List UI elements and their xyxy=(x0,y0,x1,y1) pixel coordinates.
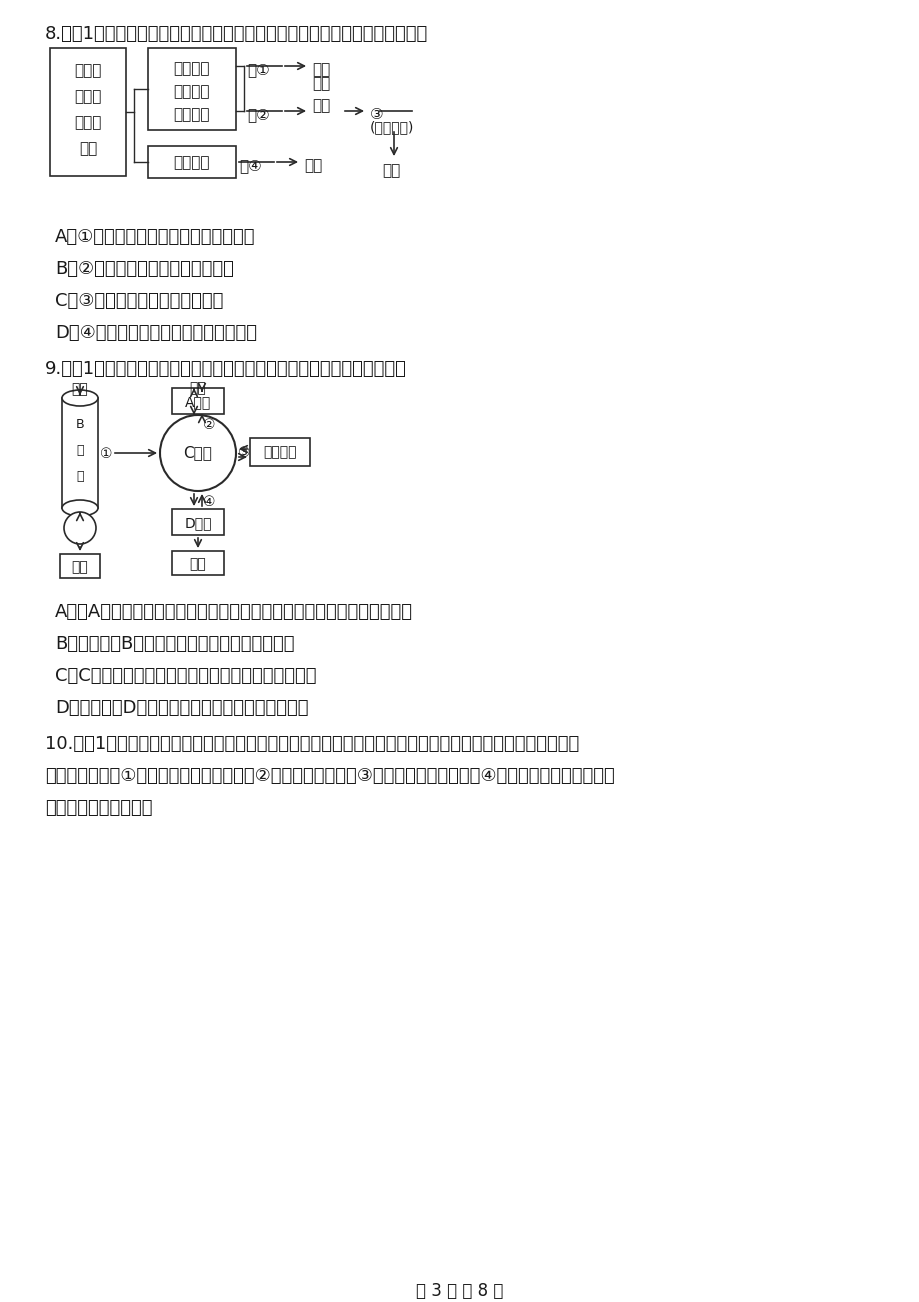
Text: 经④: 经④ xyxy=(239,158,262,173)
Text: 粪便: 粪便 xyxy=(72,560,88,574)
Text: 无机盐等: 无机盐等 xyxy=(174,107,210,122)
Bar xyxy=(148,146,236,178)
Text: ②: ② xyxy=(203,418,215,432)
Text: 二氧化碳: 二氧化碳 xyxy=(174,155,210,171)
Text: 体外: 体外 xyxy=(303,158,322,173)
Text: 废物: 废物 xyxy=(79,141,97,156)
Text: 体外: 体外 xyxy=(381,163,400,178)
Text: D系统: D系统 xyxy=(184,516,211,530)
Text: 形成: 形成 xyxy=(312,76,330,91)
Text: 人体生: 人体生 xyxy=(74,62,102,78)
Text: 8.　（1分）人体的排泄途径概念图如下所示，下列相关叙述错误的是（　　）: 8. （1分）人体的排泄途径概念图如下所示，下列相关叙述错误的是（ ） xyxy=(45,25,427,43)
Text: 空气: 空气 xyxy=(189,381,206,395)
Text: 体外: 体外 xyxy=(312,62,330,77)
Text: 经②: 经② xyxy=(246,107,269,122)
Text: B．②指肆脏，它是形成尿液的器官: B．②指肆脏，它是形成尿液的器官 xyxy=(55,260,233,279)
Bar xyxy=(148,48,236,130)
Text: D．④指呼吸系统，将二氧化碳排出体外: D．④指呼吸系统，将二氧化碳排出体外 xyxy=(55,324,256,342)
Text: 产生的: 产生的 xyxy=(74,115,102,130)
Text: C．③指输尿管，将尿液排出体外: C．③指输尿管，将尿液排出体外 xyxy=(55,292,223,310)
Bar xyxy=(60,553,100,578)
Text: A．在A系统中，经肺泡与周围毛细血管气体交换后，肺泡中的氧气增加了: A．在A系统中，经肺泡与周围毛细血管气体交换后，肺泡中的氧气增加了 xyxy=(55,603,413,621)
Text: 尿素、多: 尿素、多 xyxy=(174,61,210,76)
Text: ③: ③ xyxy=(238,447,250,460)
Text: ④: ④ xyxy=(203,495,215,509)
Text: B．蛋白质在B系统的小肠中开始进行化学性消化: B．蛋白质在B系统的小肠中开始进行化学性消化 xyxy=(55,635,294,654)
Text: ①: ① xyxy=(100,447,112,461)
Text: 10.　（1分）北京烤鸭在育肆期要填饲过量的高糖饰料，减少运动从而使鸭在短期内变成肥鸭，关于北京鸭的: 10. （1分）北京烤鸭在育肆期要填饲过量的高糖饰料，减少运动从而使鸭在短期内变… xyxy=(45,736,579,753)
Text: A系统: A系统 xyxy=(185,395,210,409)
Bar xyxy=(250,437,310,466)
Text: A．①指皮肤中的汗腺，汗液中含有尿素: A．①指皮肤中的汗腺，汗液中含有尿素 xyxy=(55,228,255,246)
Ellipse shape xyxy=(64,512,96,544)
Bar xyxy=(50,48,126,176)
Text: B: B xyxy=(75,418,85,431)
Bar xyxy=(172,388,223,414)
Text: 组织细胞: 组织细胞 xyxy=(263,445,297,460)
Text: 命活动: 命活动 xyxy=(74,89,102,104)
Text: D．肆单位是D系统形成尿液的基本结构和功能单位: D．肆单位是D系统形成尿液的基本结构和功能单位 xyxy=(55,699,308,717)
Text: C系统: C系统 xyxy=(184,445,212,461)
Text: 第 3 页 共 8 页: 第 3 页 共 8 页 xyxy=(416,1282,503,1299)
Text: ③: ③ xyxy=(369,107,383,122)
Text: 尿液: 尿液 xyxy=(189,557,206,572)
Text: 食物: 食物 xyxy=(72,381,88,396)
Ellipse shape xyxy=(62,391,98,406)
Ellipse shape xyxy=(62,500,98,516)
Text: 生长过程的说法①脂肪可转变为糖类　　　②糖类可转变为脂肪③同化作用强于异化作用④异化作用强于同化作用，: 生长过程的说法①脂肪可转变为糖类 ②糖类可转变为脂肪③同化作用强于异化作用④异化… xyxy=(45,767,614,785)
Text: (暂时储存): (暂时储存) xyxy=(369,120,414,134)
Text: 统: 统 xyxy=(76,470,84,483)
Text: 尿液: 尿液 xyxy=(312,98,330,113)
Bar xyxy=(172,509,223,535)
Bar xyxy=(62,398,98,508)
Text: C．C系统中的白细胞能加速凝血和防止伤口大量出血: C．C系统中的白细胞能加速凝血和防止伤口大量出血 xyxy=(55,667,316,685)
Text: 9.　（1分）如图是人体部分生理活动示意图。下列分析合理的是（　　）: 9. （1分）如图是人体部分生理活动示意图。下列分析合理的是（ ） xyxy=(45,359,406,378)
Ellipse shape xyxy=(160,415,236,491)
Bar xyxy=(172,551,223,575)
Text: 系: 系 xyxy=(76,444,84,457)
Text: 余的水、: 余的水、 xyxy=(174,85,210,99)
Text: 其中正确的是（　　）: 其中正确的是（ ） xyxy=(45,799,153,816)
Text: 经①: 经① xyxy=(246,62,269,77)
